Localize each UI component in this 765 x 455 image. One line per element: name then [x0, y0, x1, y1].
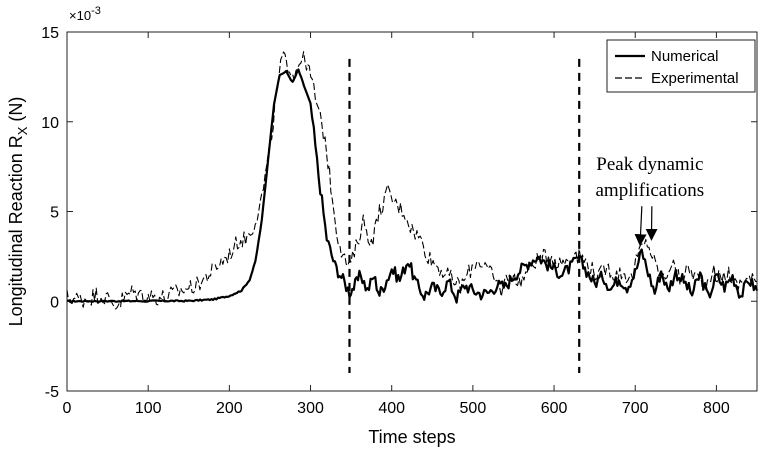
legend: Numerical Experimental	[606, 39, 756, 93]
y-tick-label: -5	[45, 384, 59, 401]
y-tick-label: 15	[41, 25, 59, 42]
annotation-text: amplifications	[595, 180, 704, 201]
series-line-numerical	[66, 68, 759, 304]
x-tick-label: 500	[460, 400, 487, 417]
x-tick-label: 400	[378, 400, 405, 417]
annotation-text: Peak dynamic	[596, 154, 703, 175]
x-tick-label: 0	[63, 400, 72, 417]
x-tick-label: 300	[297, 400, 324, 417]
x-tick-label: 800	[703, 400, 730, 417]
legend-entry: Experimental	[651, 70, 739, 87]
legend-entry: Numerical	[651, 48, 719, 65]
y-tick-label: 10	[41, 115, 59, 132]
y-axis-label: Longitudinal Reaction RX (N)	[6, 97, 30, 327]
annotation: Peak dynamic amplifications	[595, 154, 704, 247]
x-axis-label: Time steps	[368, 427, 455, 447]
x-tick-label: 700	[622, 400, 649, 417]
x-tick-label: 100	[135, 400, 162, 417]
legend-box	[606, 39, 756, 93]
divider-lines	[348, 58, 581, 374]
y-exponent-label: ×10-3	[69, 5, 101, 23]
x-tick-label: 200	[216, 400, 243, 417]
y-tick-label: 5	[50, 205, 59, 222]
annotation-arrow	[634, 206, 647, 247]
x-tick-label: 600	[541, 400, 568, 417]
y-tick-label: 0	[50, 294, 59, 311]
